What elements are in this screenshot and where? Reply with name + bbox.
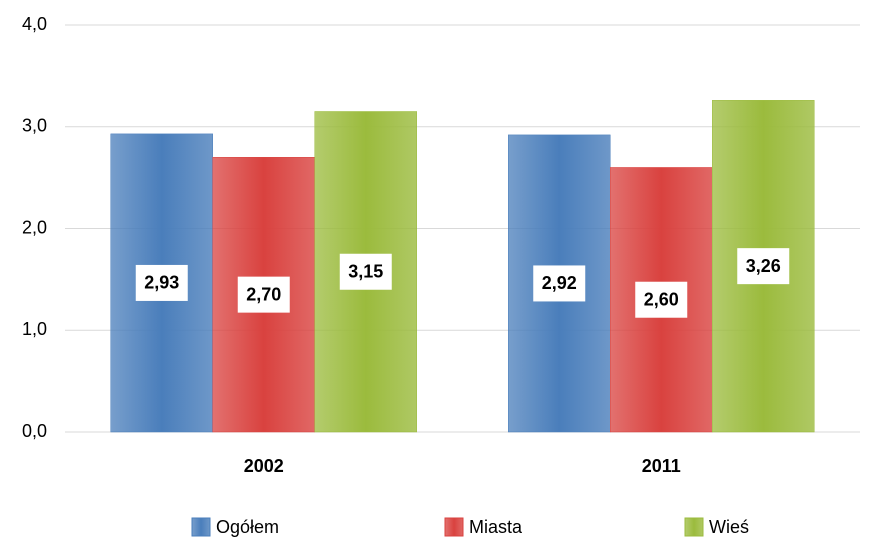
x-tick-label: 2002 [244, 456, 284, 476]
value-label-box [533, 265, 586, 302]
value-label: 3,26 [746, 256, 781, 276]
value-label-box [635, 281, 688, 318]
value-label: 2,93 [144, 273, 179, 293]
value-label: 2,92 [542, 273, 577, 293]
value-label-box [339, 253, 392, 290]
value-label: 2,70 [246, 284, 281, 304]
y-tick-label: 0,0 [22, 421, 47, 441]
legend-marker [444, 517, 464, 537]
value-label-box [237, 276, 290, 313]
legend-label: Ogółem [216, 517, 279, 537]
y-tick-label: 3,0 [22, 116, 47, 136]
legend-label: Miasta [469, 517, 523, 537]
y-tick-label: 2,0 [22, 217, 47, 237]
legend-marker [191, 517, 211, 537]
value-label: 3,15 [348, 261, 383, 281]
value-label: 2,60 [644, 289, 679, 309]
value-label-box [737, 248, 790, 285]
value-label-box [135, 264, 188, 301]
legend-label: Wieś [709, 517, 749, 537]
y-tick-label: 1,0 [22, 319, 47, 339]
y-tick-label: 4,0 [22, 14, 47, 34]
x-tick-label: 2011 [642, 456, 681, 476]
legend-marker [684, 517, 704, 537]
